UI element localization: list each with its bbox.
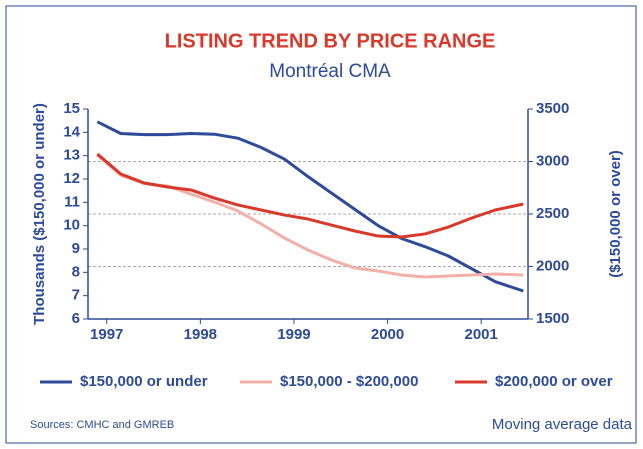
footnote: Moving average data [492, 416, 633, 433]
y-tick-label: 12 [63, 170, 80, 187]
x-tick-label: 1998 [184, 326, 217, 343]
legend-label: $150,000 - $200,000 [280, 373, 418, 390]
chart-title: LISTING TREND BY PRICE RANGE [165, 30, 496, 52]
y2-tick-label: 3500 [536, 100, 569, 117]
x-tick-label: 2001 [465, 326, 498, 343]
y2-tick-label: 2000 [536, 257, 569, 274]
y-tick-label: 6 [72, 310, 80, 327]
x-tick-label: 1997 [90, 326, 123, 343]
y-tick-label: 13 [63, 147, 80, 164]
y2-tick-label: 2500 [536, 205, 569, 222]
y-tick-label: 7 [72, 287, 80, 304]
y-tick-label: 8 [72, 263, 80, 280]
y-tick-label: 11 [64, 193, 80, 210]
y-tick-label: 10 [63, 217, 80, 234]
series-line [96, 152, 524, 239]
frame [5, 5, 637, 444]
legend-label: $150,000 or under [80, 373, 208, 390]
series-line [96, 120, 524, 293]
y2-axis-label: ($150,000 or over) [607, 150, 624, 278]
y-tick-label: 14 [63, 123, 80, 140]
y2-tick-label: 3000 [536, 152, 569, 169]
x-tick-label: 1999 [277, 326, 310, 343]
y-tick-label: 9 [72, 240, 80, 257]
legend-label: $200,000 or over [495, 373, 613, 390]
y2-tick-label: 1500 [536, 310, 569, 327]
x-tick-label: 2000 [371, 326, 404, 343]
chart-subtitle: Montréal CMA [269, 61, 391, 82]
y-tick-label: 15 [63, 100, 80, 117]
source-note: Sources: CMHC and GMREB [30, 419, 174, 431]
y-axis-label: Thousands ($150,000 or under) [31, 103, 48, 325]
